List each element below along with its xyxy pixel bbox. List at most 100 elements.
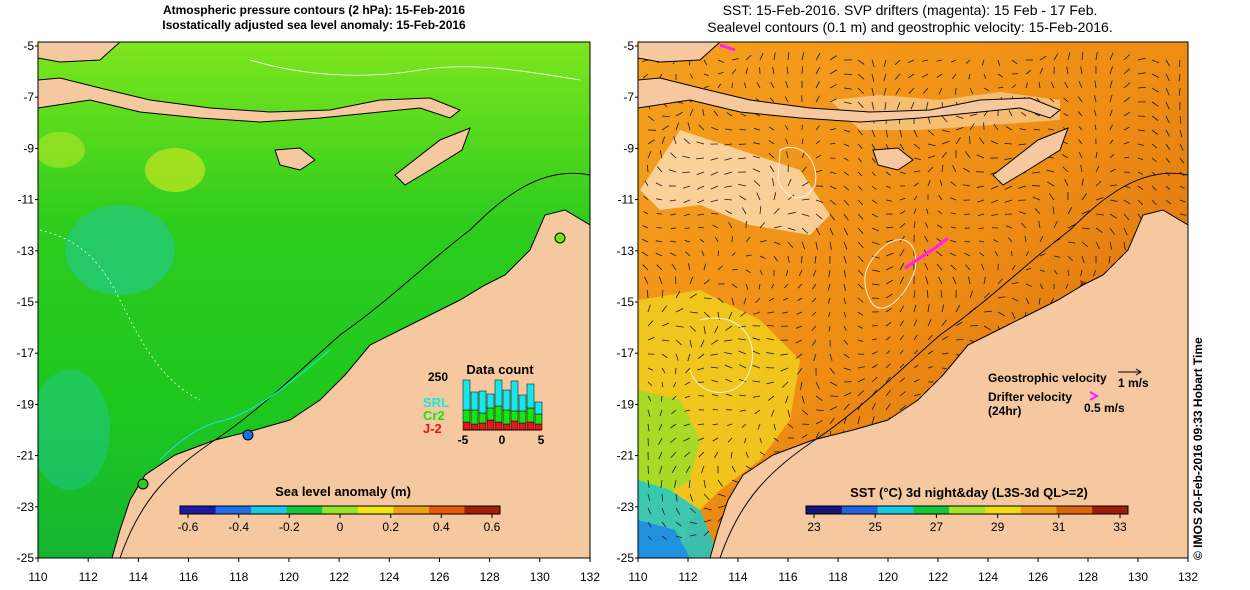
sumba-island [274,147,316,171]
velocity-vector [814,255,817,264]
sla-colorbar [179,505,501,515]
velocity-vector [786,66,789,75]
velocity-vector [675,339,682,346]
velocity-vector [710,353,719,356]
left-lat-tick: -17 [17,346,35,360]
velocity-vector [1004,143,1013,145]
velocity-vector [697,353,705,359]
velocity-vector [1123,199,1131,205]
velocity-vector [1109,52,1114,61]
velocity-vector [787,178,792,187]
velocity-vector [673,381,677,388]
sst-colorbar-segment [841,506,879,514]
velocity-vector [739,128,747,131]
velocity-vector [785,138,789,145]
velocity-vector [682,185,691,189]
velocity-vector [1095,197,1104,201]
velocity-vector [796,311,803,315]
sst-colorbar-tick-label: 31 [1052,520,1066,534]
velocity-vector [962,184,971,187]
velocity-vector [1018,211,1027,215]
velocity-vector [738,350,747,355]
velocity-vector [913,157,921,161]
sst-colorbar-frame [805,505,1129,515]
velocity-vector [815,52,821,61]
velocity-vector [703,325,706,334]
velocity-vector [647,423,650,432]
sea-level-contour [777,147,817,199]
velocity-vector [1081,193,1087,201]
velocity-vector [941,164,944,173]
velocity-vector [670,437,677,443]
velocity-vector [684,213,691,217]
velocity-vector [871,283,880,286]
velocity-vector [899,377,906,383]
velocity-vector [857,227,864,234]
velocity-vector [683,138,691,145]
velocity-vector [689,311,698,314]
velocity-vector [766,324,775,327]
velocity-vector [937,224,943,229]
right-lon-tick: 110 [628,570,647,584]
velocity-vector [656,264,663,271]
velocity-vector [1067,255,1073,262]
velocity-vector [857,297,864,303]
velocity-vector [955,137,961,145]
velocity-vector [712,408,719,411]
velocity-vector [884,101,887,110]
velocity-vector [1123,156,1130,159]
velocity-vector [784,96,789,103]
velocity-vector [697,367,705,371]
velocity-vector [787,255,790,263]
velocity-vector [983,73,987,79]
velocity-vector [940,290,943,299]
velocity-vector [964,252,971,257]
velocity-vector [766,352,775,355]
right-lon-tick: 126 [1028,570,1048,584]
velocity-vector [661,535,667,540]
velocity-vector [711,339,719,345]
velocity-vector [745,254,752,257]
velocity-vector [1046,169,1055,173]
velocity-vector [991,213,999,217]
right-lon-tick: 132 [1178,570,1198,584]
velocity-vector [991,199,999,204]
velocity-vector [885,403,891,411]
velocity-vector [698,226,705,229]
velocity-vector [1165,129,1170,137]
left-lat-tick: -15 [17,295,35,309]
velocity-vector [711,126,719,131]
velocity-vector [829,83,838,89]
velocity-vector [773,437,779,442]
velocity-vector [913,221,916,229]
velocity-vector [871,376,878,383]
velocity-vector [675,535,683,539]
velocity-vector [950,212,957,215]
right-lon-tick: 124 [978,570,998,584]
velocity-vector [1025,297,1030,305]
velocity-vector [936,238,943,243]
velocity-vector [782,297,789,301]
velocity-vector [871,227,880,232]
velocity-vector [913,349,919,355]
velocity-vector [871,351,878,355]
right-lon-tick: 118 [828,570,847,584]
velocity-vector [670,240,677,243]
velocity-vector [759,53,764,61]
velocity-vector [1004,185,1013,190]
velocity-vector [1151,73,1160,78]
velocity-vector [913,195,918,201]
velocity-vector [938,276,943,285]
velocity-vector [717,72,724,75]
velocity-vector [815,154,822,159]
velocity-vector [829,171,837,174]
velocity-vector [795,353,803,359]
velocity-vector [871,402,876,411]
velocity-vector [1109,213,1117,219]
sla-colorbar-tick-label: -0.6 [178,520,199,534]
velocity-vector [1011,84,1016,89]
right-lon-tick: 130 [1128,570,1148,584]
velocity-vector [780,353,789,356]
velocity-vector [787,194,795,201]
velocity-vector [949,252,957,257]
